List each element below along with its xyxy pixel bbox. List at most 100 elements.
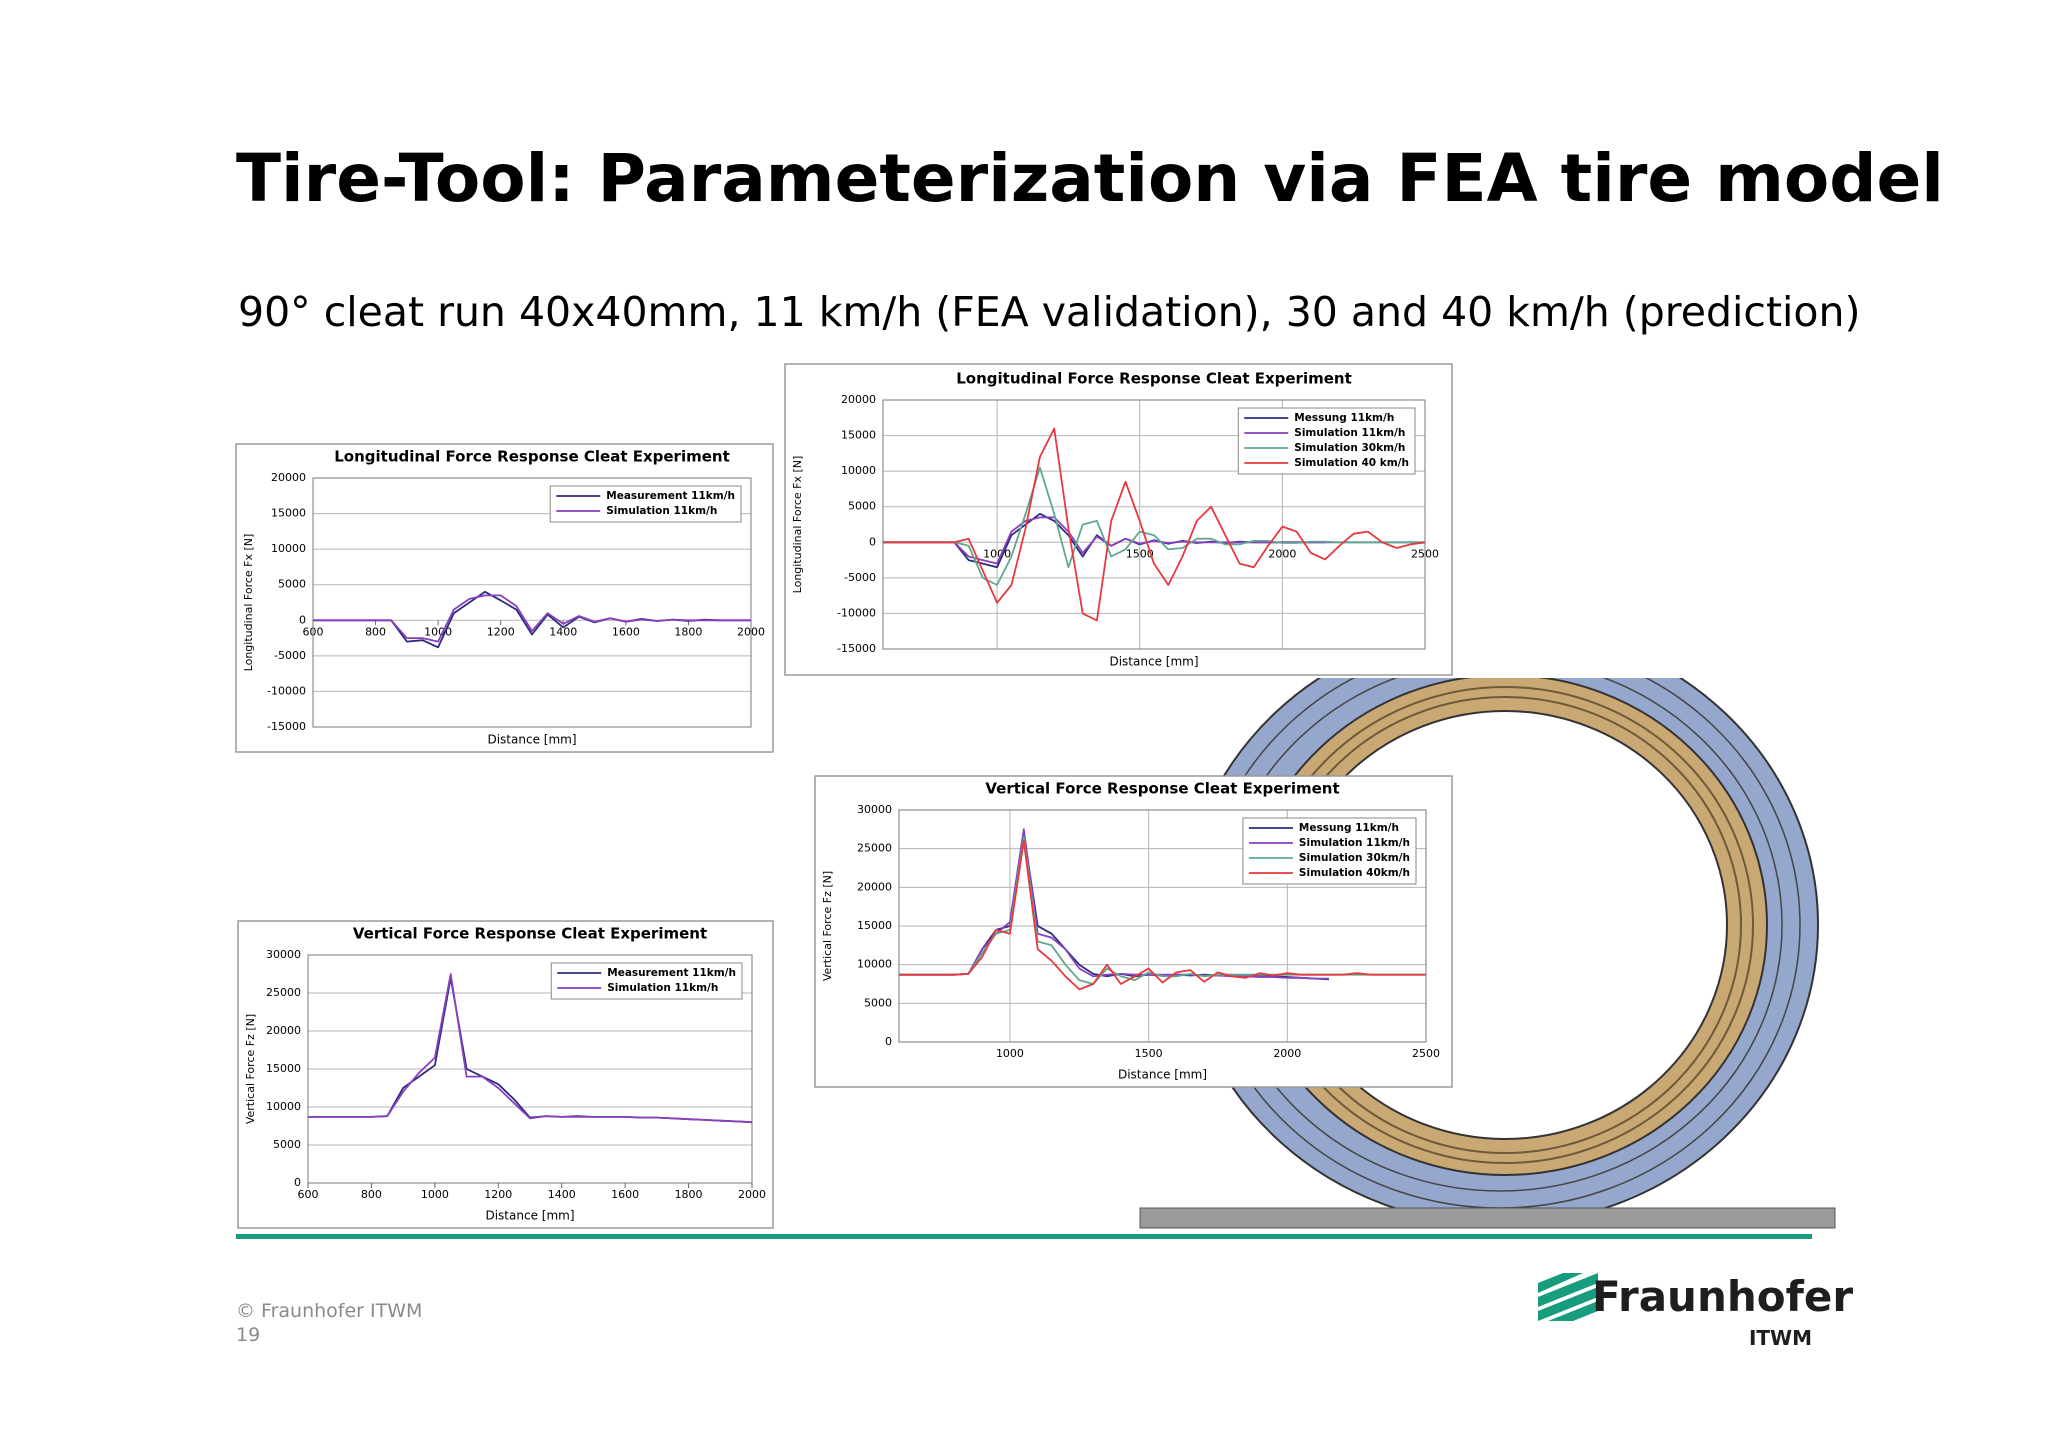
- y-tick-label: 10000: [271, 542, 306, 555]
- x-tick-label: 1500: [1135, 1047, 1163, 1060]
- plot-area: [312, 477, 752, 728]
- x-tick-label: 1000: [421, 1188, 449, 1201]
- legend-label: Simulation 30km/h: [1294, 442, 1405, 454]
- legend: Messung 11km/h Simulation 11km/h Simulatio…: [1237, 407, 1416, 475]
- chart: Longitudinal Force Response Cleat Experi…: [784, 363, 1453, 676]
- plot-area: [307, 954, 753, 1184]
- y-tick-label: 0: [885, 1035, 892, 1048]
- legend-label: Simulation 11km/h: [1294, 427, 1405, 439]
- x-tick-label: 1500: [1126, 547, 1154, 560]
- y-tick-label: 0: [294, 1176, 301, 1189]
- legend-box: [550, 962, 743, 1000]
- x-tick-label: 1600: [612, 625, 640, 638]
- legend-label: Simulation 30km/h: [1299, 852, 1410, 864]
- legend-label: Messung 11km/h: [1294, 412, 1394, 424]
- x-tick-label: 1000: [996, 1047, 1024, 1060]
- x-tick-label: 2000: [738, 1188, 766, 1201]
- y-tick-label: 25000: [266, 986, 301, 999]
- y-tick-label: 15000: [857, 919, 892, 932]
- y-tick-label: -15000: [837, 642, 876, 655]
- x-tick-label: 1000: [983, 547, 1011, 560]
- y-axis-label: Longitudinal Force Fx [N]: [242, 534, 255, 672]
- y-tick-label: 0: [299, 613, 306, 626]
- legend-label: Measurement 11km/h: [607, 967, 736, 979]
- legend: Measurement 11km/h Simulation 11km/h: [550, 962, 743, 1000]
- x-tick-label: 800: [361, 1188, 382, 1201]
- x-tick-label: 1600: [611, 1188, 639, 1201]
- y-tick-label: 15000: [266, 1062, 301, 1075]
- y-tick-label: 10000: [266, 1100, 301, 1113]
- legend-label: Simulation 11km/h: [1299, 837, 1410, 849]
- y-axis-label: Vertical Force Fz [N]: [244, 1014, 257, 1124]
- divider: [236, 1234, 1812, 1239]
- y-tick-label: 5000: [864, 996, 892, 1009]
- logo-name: Fraunhofer: [1592, 1272, 1854, 1321]
- y-tick-label: 30000: [266, 948, 301, 961]
- y-axis-label: Vertical Force Fz [N]: [821, 871, 834, 981]
- series-line: [883, 466, 1425, 586]
- chart: Longitudinal Force Response Cleat Experi…: [235, 443, 774, 753]
- chart-frame: [814, 775, 1453, 1088]
- slide-subtitle: 90° cleat run 40x40mm, 11 km/h (FEA vali…: [238, 288, 1861, 336]
- y-tick-label: -10000: [267, 684, 306, 697]
- x-tick-label: 1400: [549, 625, 577, 638]
- legend-box: [549, 485, 742, 523]
- slide-title: Tire-Tool: Parameterization via FEA tire…: [236, 140, 1944, 217]
- y-tick-label: 20000: [841, 393, 876, 406]
- x-axis-label: Distance [mm]: [485, 1209, 574, 1223]
- x-axis-label: Distance [mm]: [487, 733, 576, 747]
- x-tick-label: 1200: [484, 1188, 512, 1201]
- page-number: 19: [236, 1324, 261, 1346]
- series-line: [313, 594, 751, 643]
- y-tick-label: 30000: [857, 803, 892, 816]
- y-axis-label: Longitudinal Force Fx [N]: [791, 456, 804, 594]
- legend-label: Measurement 11km/h: [606, 490, 735, 502]
- y-tick-label: 15000: [271, 507, 306, 520]
- chart-title: Vertical Force Response Cleat Experiment: [353, 925, 707, 943]
- x-axis-label: Distance [mm]: [1118, 1068, 1207, 1082]
- copyright: © Fraunhofer ITWM: [236, 1300, 423, 1322]
- y-tick-label: 20000: [266, 1024, 301, 1037]
- x-tick-label: 2500: [1412, 1047, 1440, 1060]
- y-tick-label: 0: [869, 535, 876, 548]
- x-tick-label: 800: [365, 625, 386, 638]
- y-tick-label: 20000: [857, 880, 892, 893]
- chart-title: Longitudinal Force Response Cleat Experi…: [334, 448, 730, 466]
- series-line: [899, 840, 1426, 991]
- legend-label: Messung 11km/h: [1299, 822, 1399, 834]
- x-tick-label: 1800: [674, 625, 702, 638]
- chart-title: Longitudinal Force Response Cleat Experi…: [956, 370, 1352, 388]
- x-tick-label: 2000: [1268, 547, 1296, 560]
- legend-label: Simulation 11km/h: [607, 982, 718, 994]
- legend: Measurement 11km/h Simulation 11km/h: [549, 485, 742, 523]
- x-tick-label: 1800: [675, 1188, 703, 1201]
- x-tick-label: 1200: [487, 625, 515, 638]
- chart-title: Vertical Force Response Cleat Experiment: [985, 780, 1339, 798]
- x-tick-label: 600: [298, 1188, 319, 1201]
- series-line: [308, 973, 753, 1124]
- legend-label: Simulation 40km/h: [1299, 867, 1410, 879]
- chart: Vertical Force Response Cleat Experiment…: [237, 920, 774, 1229]
- logo-institute: ITWM: [1748, 1326, 1812, 1350]
- y-tick-label: 5000: [848, 500, 876, 513]
- x-tick-label: 1400: [548, 1188, 576, 1201]
- chart: Vertical Force Response Cleat Experiment…: [814, 775, 1453, 1088]
- legend: Messung 11km/h Simulation 11km/h Simulatio…: [1242, 817, 1417, 885]
- y-tick-label: 5000: [278, 578, 306, 591]
- logo-icon: [1538, 1273, 1598, 1321]
- y-tick-label: -5000: [274, 649, 306, 662]
- series-line: [883, 427, 1426, 622]
- y-tick-label: -5000: [844, 571, 876, 584]
- plot-area: [882, 399, 1426, 650]
- y-tick-label: 10000: [857, 958, 892, 971]
- y-tick-label: -10000: [837, 606, 876, 619]
- plot-area: [898, 809, 1427, 1043]
- y-tick-label: 15000: [841, 429, 876, 442]
- y-tick-label: 20000: [271, 471, 306, 484]
- x-tick-label: 2000: [1273, 1047, 1301, 1060]
- y-tick-label: 10000: [841, 464, 876, 477]
- y-tick-label: 5000: [273, 1138, 301, 1151]
- y-tick-label: 25000: [857, 842, 892, 855]
